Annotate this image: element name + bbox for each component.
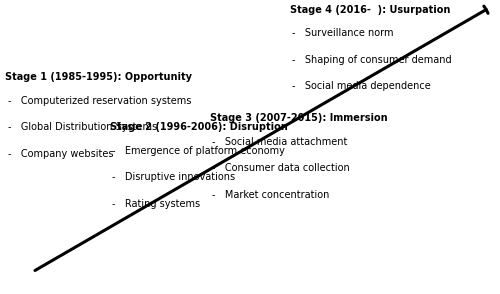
Text: -   Surveillance norm: - Surveillance norm [292, 28, 394, 38]
Text: -   Rating systems: - Rating systems [112, 199, 200, 209]
Text: -   Emergence of platform economy: - Emergence of platform economy [112, 146, 286, 156]
Text: Stage 4 (2016-  ): Usurpation: Stage 4 (2016- ): Usurpation [290, 5, 450, 15]
Text: -   Social media attachment: - Social media attachment [212, 137, 348, 147]
Text: -   Shaping of consumer demand: - Shaping of consumer demand [292, 55, 452, 65]
Text: -   Market concentration: - Market concentration [212, 190, 330, 200]
Text: -   Company websites: - Company websites [8, 149, 113, 159]
Text: -   Consumer data collection: - Consumer data collection [212, 163, 350, 173]
Text: -   Disruptive innovations: - Disruptive innovations [112, 172, 236, 182]
Text: Stage 2 (1996-2006): Disruption: Stage 2 (1996-2006): Disruption [110, 122, 288, 132]
Text: -   Social media dependence: - Social media dependence [292, 81, 431, 91]
Text: Stage 3 (2007-2015): Immersion: Stage 3 (2007-2015): Immersion [210, 113, 388, 123]
Text: -   Global Distribution Systems: - Global Distribution Systems [8, 122, 156, 132]
Text: Stage 1 (1985-1995): Opportunity: Stage 1 (1985-1995): Opportunity [5, 72, 192, 82]
Text: -   Computerized reservation systems: - Computerized reservation systems [8, 96, 191, 106]
